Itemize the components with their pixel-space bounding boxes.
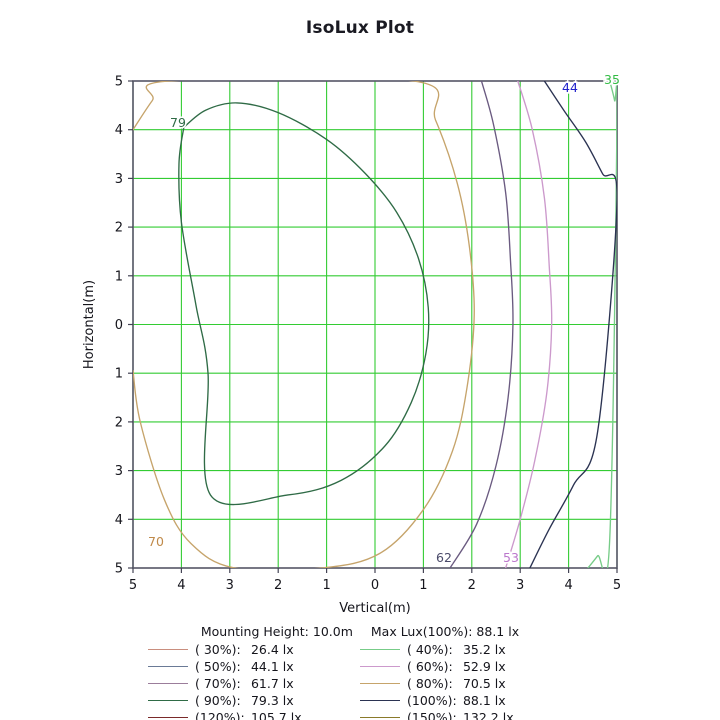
y-tick-label: 2 xyxy=(115,415,123,430)
x-tick-label: 3 xyxy=(516,578,524,593)
legend-item: (120%): 105.7 lx xyxy=(148,709,360,720)
x-tick-label: 3 xyxy=(226,578,234,593)
contour-35 xyxy=(587,81,617,568)
x-tick-label: 1 xyxy=(322,578,330,593)
legend-percent: ( 30%): xyxy=(195,642,241,657)
x-tick-label: 2 xyxy=(274,578,282,593)
contour-label-35: 35 xyxy=(604,72,620,87)
contour-label-70: 70 xyxy=(148,534,164,549)
legend-percent: ( 50%): xyxy=(195,659,241,674)
contour-label-79: 79 xyxy=(170,115,186,130)
y-tick-label: 5 xyxy=(115,75,123,90)
contour-label-halo: 70 xyxy=(148,534,164,549)
contour-label-halo: 35 xyxy=(604,72,620,87)
contour-label-halo: 44 xyxy=(562,80,578,95)
y-tick-label: 1 xyxy=(115,269,123,284)
legend-value: 70.5 lx xyxy=(459,676,506,691)
contour-label-halo: 53 xyxy=(503,550,519,565)
legend-color-swatch xyxy=(360,717,400,718)
contour-62 xyxy=(449,81,514,568)
x-tick-label: 5 xyxy=(129,578,137,593)
legend-value: 88.1 lx xyxy=(459,693,506,708)
mounting-height-text: Mounting Height: 10.0m xyxy=(200,624,353,639)
legend-percent: ( 60%): xyxy=(407,659,453,674)
contour-label-halo: 62 xyxy=(436,550,452,565)
legend-item: ( 60%): 52.9 lx xyxy=(360,658,572,675)
legend-percent: (150%): xyxy=(407,710,457,720)
contour-label-53: 53 xyxy=(503,550,519,565)
legend-percent: ( 80%): xyxy=(407,676,453,691)
contour-79 xyxy=(178,102,430,506)
legend-color-swatch xyxy=(148,666,188,667)
x-tick-label: 4 xyxy=(564,578,572,593)
legend-color-swatch xyxy=(360,649,400,650)
x-tick-label: 2 xyxy=(468,578,476,593)
contour-44 xyxy=(529,81,617,568)
x-tick-label: 5 xyxy=(613,578,621,593)
contour-label-44: 44 xyxy=(562,80,578,95)
legend-value: 105.7 lx xyxy=(247,710,302,720)
x-axis-title: Vertical(m) xyxy=(339,601,410,616)
legend-value: 132.2 lx xyxy=(459,710,514,720)
legend-color-swatch xyxy=(360,666,400,667)
legend-item: (100%): 88.1 lx xyxy=(360,692,572,709)
y-axis-title: Horizontal(m) xyxy=(82,280,97,369)
legend-value: 44.1 lx xyxy=(247,659,294,674)
axis-titles: Vertical(m) Horizontal(m) xyxy=(82,280,411,616)
x-tick-label: 1 xyxy=(419,578,427,593)
legend-rows: ( 30%): 26.4 lx( 40%): 35.2 lx( 50%): 44… xyxy=(0,641,720,720)
legend-value: 79.3 lx xyxy=(247,693,294,708)
legend-item: ( 30%): 26.4 lx xyxy=(148,641,360,658)
contour-53 xyxy=(505,81,553,568)
contour-label-halo: 79 xyxy=(170,115,186,130)
legend-color-swatch xyxy=(148,717,188,718)
legend-percent: ( 70%): xyxy=(195,676,241,691)
contour-label-62: 62 xyxy=(436,550,452,565)
legend-value: 35.2 lx xyxy=(459,642,506,657)
legend-header: Mounting Height: 10.0m Max Lux(100%): 88… xyxy=(0,624,720,639)
legend-color-swatch xyxy=(148,700,188,701)
y-tick-label: 3 xyxy=(115,464,123,479)
legend-item: ( 50%): 44.1 lx xyxy=(148,658,360,675)
page-title: IsoLux Plot xyxy=(305,18,415,38)
legend-color-swatch xyxy=(148,649,188,650)
y-tick-label: 5 xyxy=(115,562,123,577)
legend-color-swatch xyxy=(360,683,400,684)
y-tick-label: 1 xyxy=(115,367,123,382)
legend-item: (150%): 132.2 lx xyxy=(360,709,572,720)
x-tick-label: 0 xyxy=(371,578,379,593)
legend-percent: ( 90%): xyxy=(195,693,241,708)
y-tick-label: 4 xyxy=(115,513,123,528)
contour-lines xyxy=(133,81,617,568)
legend-item: ( 40%): 35.2 lx xyxy=(360,641,572,658)
legend-value: 52.9 lx xyxy=(459,659,506,674)
legend: Mounting Height: 10.0m Max Lux(100%): 88… xyxy=(0,624,720,720)
grid-lines xyxy=(132,80,618,569)
legend-value: 26.4 lx xyxy=(247,642,294,657)
y-tick-label: 4 xyxy=(115,123,123,138)
max-lux-text: Max Lux(100%): 88.1 lx xyxy=(370,624,520,639)
contour-70 xyxy=(133,81,475,568)
x-tick-label: 4 xyxy=(177,578,185,593)
legend-percent: ( 40%): xyxy=(407,642,453,657)
y-tick-label: 0 xyxy=(115,318,123,333)
y-tick-label: 2 xyxy=(115,221,123,236)
legend-color-swatch xyxy=(148,683,188,684)
legend-color-swatch xyxy=(360,700,400,701)
y-tick-label: 3 xyxy=(115,172,123,187)
legend-value: 61.7 lx xyxy=(247,676,294,691)
legend-item: ( 80%): 70.5 lx xyxy=(360,675,572,692)
legend-item: ( 70%): 61.7 lx xyxy=(148,675,360,692)
legend-percent: (120%): xyxy=(195,710,245,720)
legend-item: ( 90%): 79.3 lx xyxy=(148,692,360,709)
legend-percent: (100%): xyxy=(407,693,457,708)
